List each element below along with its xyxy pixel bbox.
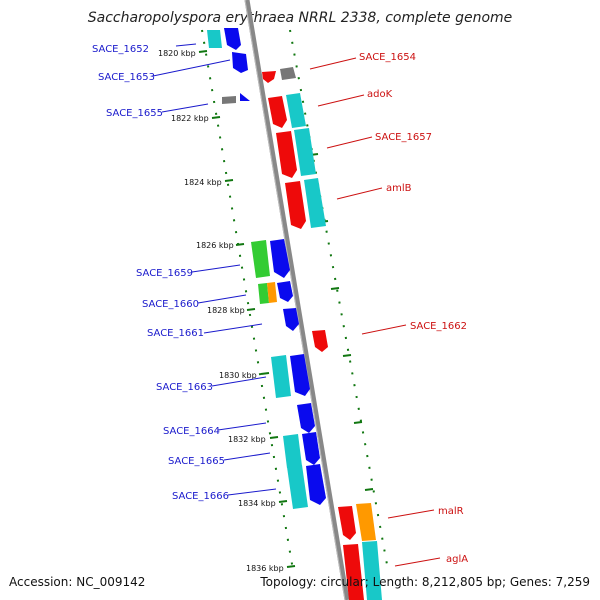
- gene-label-left[interactable]: SACE_1661: [147, 328, 204, 339]
- kbp-label: 1832 kbp: [228, 435, 266, 444]
- kbp-label: 1830 kbp: [219, 371, 257, 380]
- gene-label-left[interactable]: SACE_1659: [136, 268, 193, 279]
- gene-block: [262, 71, 276, 83]
- gene-block: [294, 128, 316, 176]
- gene-block: [232, 52, 248, 73]
- gene-label-right[interactable]: SACE_1657: [375, 132, 432, 143]
- gene-block: [277, 281, 293, 302]
- gene-block: [224, 28, 241, 50]
- gene-block: [283, 308, 299, 331]
- gene-block: [338, 506, 356, 540]
- gene-label-left[interactable]: SACE_1655: [106, 108, 163, 119]
- gene-block: [258, 283, 269, 304]
- kbp-ticks: [198, 50, 296, 568]
- gene-block: [302, 432, 320, 465]
- gene-block: [240, 93, 250, 101]
- genome-summary: Topology: circular; Length: 8,212,805 bp…: [260, 575, 590, 589]
- right-track: [289, 29, 389, 571]
- gene-block: [306, 464, 326, 505]
- gene-block: [287, 465, 308, 509]
- gene-block: [267, 282, 277, 303]
- gene-block: [343, 544, 364, 600]
- gene-block: [280, 67, 296, 80]
- gene-block: [356, 503, 376, 541]
- leader-lines-left: [152, 43, 277, 496]
- kbp-label: 1824 kbp: [184, 178, 222, 187]
- gene-block: [207, 30, 222, 48]
- gene-block: [276, 131, 297, 178]
- gene-block: [290, 354, 310, 396]
- gene-label-right[interactable]: SACE_1662: [410, 321, 467, 332]
- gene-block: [283, 434, 302, 468]
- gene-block: [362, 541, 382, 600]
- gene-block: [285, 181, 306, 229]
- gene-block: [297, 403, 315, 433]
- kbp-label: 1828 kbp: [207, 306, 245, 315]
- gene-block: [271, 355, 291, 398]
- gene-blocks-right: [262, 67, 382, 600]
- gene-block: [270, 239, 290, 278]
- gene-label-left[interactable]: SACE_1666: [172, 491, 229, 502]
- gene-label-right[interactable]: adoK: [367, 89, 393, 100]
- leader-lines-right: [309, 57, 441, 567]
- gene-block: [312, 330, 328, 352]
- gene-label-left[interactable]: SACE_1652: [92, 44, 149, 55]
- kbp-label: 1822 kbp: [171, 114, 209, 123]
- gene-label-right[interactable]: SACE_1654: [359, 52, 416, 63]
- accession-text: Accession: NC_009142: [9, 575, 146, 589]
- backbone-highlight: [244, 0, 346, 600]
- gene-block: [251, 240, 270, 278]
- gene-label-right[interactable]: amlB: [386, 183, 412, 194]
- gene-blocks-left: [207, 28, 326, 509]
- gene-label-left[interactable]: SACE_1663: [156, 382, 213, 393]
- gene-block: [222, 96, 236, 104]
- gene-label-right[interactable]: malR: [438, 506, 464, 517]
- kbp-label: 1836 kbp: [246, 564, 284, 573]
- kbp-label: 1826 kbp: [196, 241, 234, 250]
- gene-block: [286, 93, 306, 128]
- kbp-label: 1820 kbp: [158, 49, 196, 58]
- gene-label-left[interactable]: SACE_1664: [163, 426, 220, 437]
- gene-label-left[interactable]: SACE_1660: [142, 299, 199, 310]
- gene-label-left[interactable]: SACE_1653: [98, 72, 155, 83]
- backbone: [244, 0, 350, 600]
- kbp-label: 1834 kbp: [238, 499, 276, 508]
- gene-block: [268, 96, 287, 128]
- left-track: [201, 29, 294, 571]
- map-title: Saccharopolyspora erythraea NRRL 2338, c…: [87, 10, 513, 26]
- gene-label-left[interactable]: SACE_1665: [168, 456, 225, 467]
- gene-label-right[interactable]: aglA: [446, 554, 468, 565]
- gene-block: [304, 178, 326, 228]
